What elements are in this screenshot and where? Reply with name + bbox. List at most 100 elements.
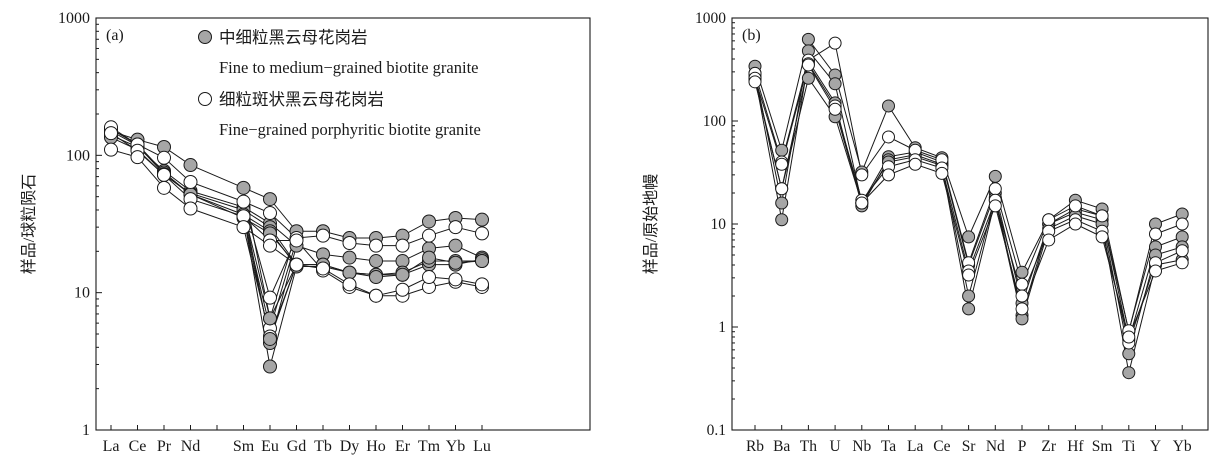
data-point (775, 182, 789, 196)
data-point (1068, 217, 1082, 231)
data-point (801, 58, 815, 72)
y-tick-label: 1 (82, 422, 90, 439)
data-point (263, 192, 277, 207)
x-tick-label: Ce (933, 438, 950, 455)
data-point (775, 196, 789, 210)
data-point (263, 238, 277, 253)
data-point (775, 157, 789, 171)
data-point (988, 169, 1002, 183)
x-axis-ticks-b: Rb Ba Th U Nb Ta La Ce Sr Nd P Zr Hf Sm Ti Y Yb (746, 425, 1192, 455)
data-point (183, 174, 198, 189)
data-point (422, 270, 436, 285)
data-point (1149, 264, 1162, 278)
x-tick-label: Gd (287, 438, 307, 455)
data-point (1095, 230, 1109, 244)
data-point-eu (263, 359, 277, 374)
data-point (1015, 289, 1029, 303)
data-point (422, 250, 436, 265)
data-point (988, 182, 1002, 196)
data-point (369, 270, 383, 285)
data-point (1175, 244, 1189, 258)
data-point (1175, 217, 1189, 231)
series-line (754, 42, 1183, 331)
x-tick-label: Tm (418, 438, 441, 455)
data-point (395, 267, 410, 282)
data-point (748, 75, 762, 89)
x-tick-label: Nb (852, 438, 871, 455)
x-tick-label: Yb (1173, 438, 1192, 455)
data-point (855, 168, 869, 182)
data-point (395, 238, 410, 253)
data-point (1095, 209, 1109, 223)
data-point (130, 150, 145, 165)
data-point (962, 289, 976, 303)
x-tick-label: La (907, 438, 923, 455)
x-tick-label: Th (800, 438, 817, 455)
x-tick-label: Y (1150, 438, 1161, 455)
x-tick-label: Sm (1092, 438, 1113, 455)
data-point (828, 36, 842, 50)
x-tick-label: Hf (1067, 438, 1084, 455)
data-point (342, 277, 357, 292)
data-point (369, 254, 383, 269)
x-tick-label: Tb (314, 438, 332, 455)
data-point (263, 206, 277, 221)
data-point (882, 99, 895, 113)
data-point (342, 250, 357, 265)
data-point (935, 166, 949, 180)
data-point (1149, 227, 1162, 241)
legend-label-filled-en: Fine to medium−grained biotite granite (219, 58, 479, 77)
data-point (236, 220, 251, 235)
legend-marker-filled (198, 30, 212, 44)
data-point (289, 257, 304, 272)
y-axis-label-b: 样品/原始地幔 (642, 174, 660, 274)
data-point (448, 272, 463, 287)
data-point (422, 214, 436, 229)
data-point (236, 180, 251, 195)
data-point (395, 254, 410, 269)
legend-label-filled-cn: 中细粒黑云母花岗岩 (219, 28, 368, 47)
data-point (475, 254, 489, 269)
x-tick-label: La (103, 438, 120, 455)
data-point (104, 142, 118, 157)
data-point (801, 71, 815, 85)
panel-label-b: (b) (742, 27, 761, 44)
x-tick-label: Nd (181, 438, 201, 455)
data-point (1042, 213, 1056, 227)
data-point (1122, 330, 1136, 344)
panel-b: (b) 样品/原始地幔 0.1 1 10 100 1000 Rb Ba Th U Nb Ta La C… (642, 10, 1209, 455)
x-axis-ticks-a: La Ce Pr Nd Sm Eu Gd Tb Dy Ho Er Tm Yb Lu (103, 425, 491, 455)
x-tick-label: Sr (962, 438, 977, 455)
data-point (157, 167, 171, 182)
data-point-eu (263, 331, 277, 346)
x-tick-label: Ta (881, 438, 896, 455)
data-point (855, 196, 869, 210)
data-point (908, 157, 922, 171)
y-tick-label: 1000 (58, 10, 90, 27)
data-point (882, 168, 895, 182)
data-point (448, 255, 463, 270)
y-axis-label-a: 样品/球粒陨石 (20, 174, 38, 274)
data-point (1015, 302, 1029, 316)
y-axis-ticks-a: 1 10 100 1000 (58, 10, 102, 439)
x-tick-label: U (829, 438, 840, 455)
data-point (316, 228, 330, 243)
data-point (289, 233, 304, 248)
data-point (448, 238, 463, 253)
y-tick-label: 100 (66, 147, 90, 164)
data-point (236, 194, 251, 209)
x-tick-label: Er (395, 438, 411, 455)
data-point (962, 230, 976, 244)
legend-marker-open (198, 92, 212, 106)
data-point (342, 235, 357, 250)
data-point (342, 265, 357, 280)
data-point (828, 77, 842, 91)
x-tick-label: Pr (157, 438, 172, 455)
x-tick-label: Ba (773, 438, 790, 455)
panel-label-a: (a) (106, 27, 124, 44)
data-point (395, 282, 410, 297)
data-point (775, 213, 789, 227)
series-line (754, 77, 1183, 373)
data-point (1068, 199, 1082, 213)
